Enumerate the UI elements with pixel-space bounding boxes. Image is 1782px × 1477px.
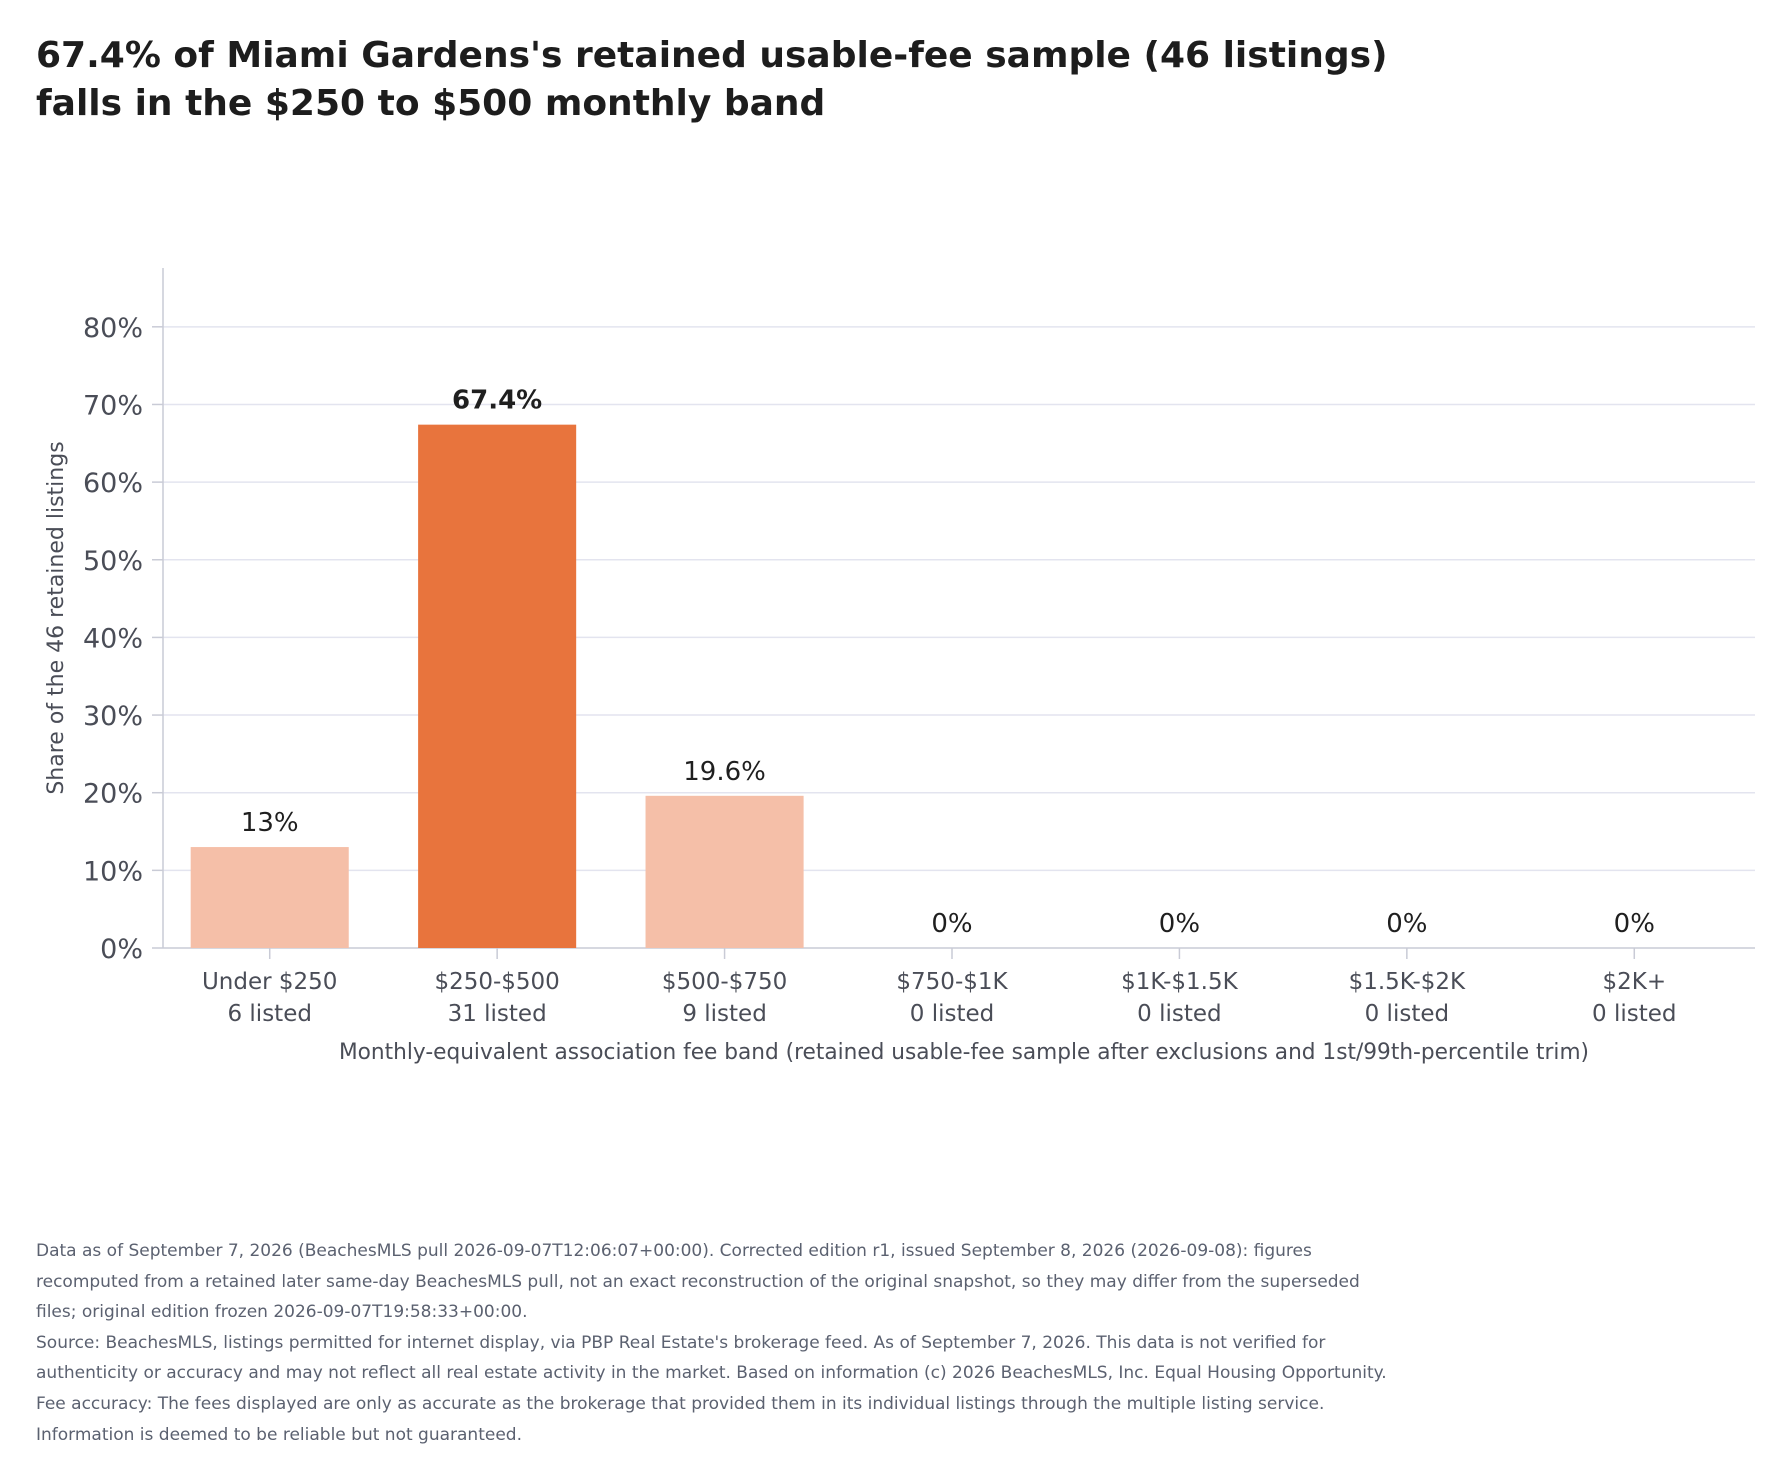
- y-tick-label: 10%: [83, 856, 143, 887]
- data-label: 13%: [241, 808, 299, 838]
- x-tick-label: $750-$1K: [896, 969, 1008, 995]
- labels: 0% 10% 20% 30% 40% 50% 60% 70% 80% 13% Under $250 6…: [44, 313, 1677, 1065]
- x-tick-label: $1.5K-$2K: [1349, 969, 1466, 995]
- y-tick-label: 30%: [83, 701, 143, 732]
- bar-0: [190, 847, 349, 948]
- bars: [190, 424, 804, 948]
- data-label: 0%: [931, 909, 972, 939]
- y-axis-title: Share of the 46 retained listings: [44, 441, 69, 794]
- x-count-label: 31 listed: [448, 1001, 547, 1027]
- bar-1: [418, 424, 577, 948]
- chart-title-line-2: falls in the $250 to $500 monthly band: [36, 83, 826, 124]
- y-tick-label: 60%: [83, 468, 143, 499]
- data-note: Data as of September 7, 2026 (BeachesMLS…: [36, 1241, 1360, 1323]
- y-tick-label: 0%: [100, 934, 143, 965]
- data-label: 19.6%: [683, 757, 766, 787]
- footnotes: Data as of September 7, 2026 (BeachesMLS…: [36, 1236, 1396, 1450]
- x-count-label: 0 listed: [1365, 1001, 1449, 1027]
- source-note: Source: BeachesMLS, listings permitted f…: [36, 1332, 1387, 1445]
- x-axis-title: Monthly-equivalent association fee band …: [339, 1040, 1589, 1065]
- axes: [152, 268, 1755, 959]
- bar-2: [645, 795, 804, 948]
- data-label: 0%: [1386, 909, 1427, 939]
- bar-chart: 0% 10% 20% 30% 40% 50% 60% 70% 80% 13% Under $250 6…: [44, 268, 1755, 1065]
- data-label: 67.4%: [452, 386, 542, 416]
- x-count-label: 9 listed: [682, 1001, 766, 1027]
- x-tick-label: $2K+: [1602, 969, 1666, 995]
- x-count-label: 0 listed: [1592, 1001, 1676, 1027]
- chart-title-line-1: 67.4% of Miami Gardens's retained usable…: [36, 35, 1388, 76]
- y-tick-label: 40%: [83, 623, 143, 654]
- x-tick-label: $1K-$1.5K: [1121, 969, 1238, 995]
- y-tick-label: 80%: [83, 313, 143, 344]
- x-count-label: 6 listed: [227, 1001, 311, 1027]
- y-tick-label: 20%: [83, 779, 143, 810]
- data-label: 0%: [1159, 909, 1200, 939]
- chart-title: 67.4% of Miami Gardens's retained usable…: [36, 32, 1536, 128]
- data-label: 0%: [1614, 909, 1655, 939]
- gridlines: [163, 326, 1755, 872]
- y-tick-label: 50%: [83, 546, 143, 577]
- x-tick-label: Under $250: [202, 969, 337, 995]
- x-tick-label: $500-$750: [662, 969, 787, 995]
- y-tick-label: 70%: [83, 390, 143, 421]
- x-count-label: 0 listed: [910, 1001, 994, 1027]
- x-count-label: 0 listed: [1137, 1001, 1221, 1027]
- x-tick-label: $250-$500: [434, 969, 559, 995]
